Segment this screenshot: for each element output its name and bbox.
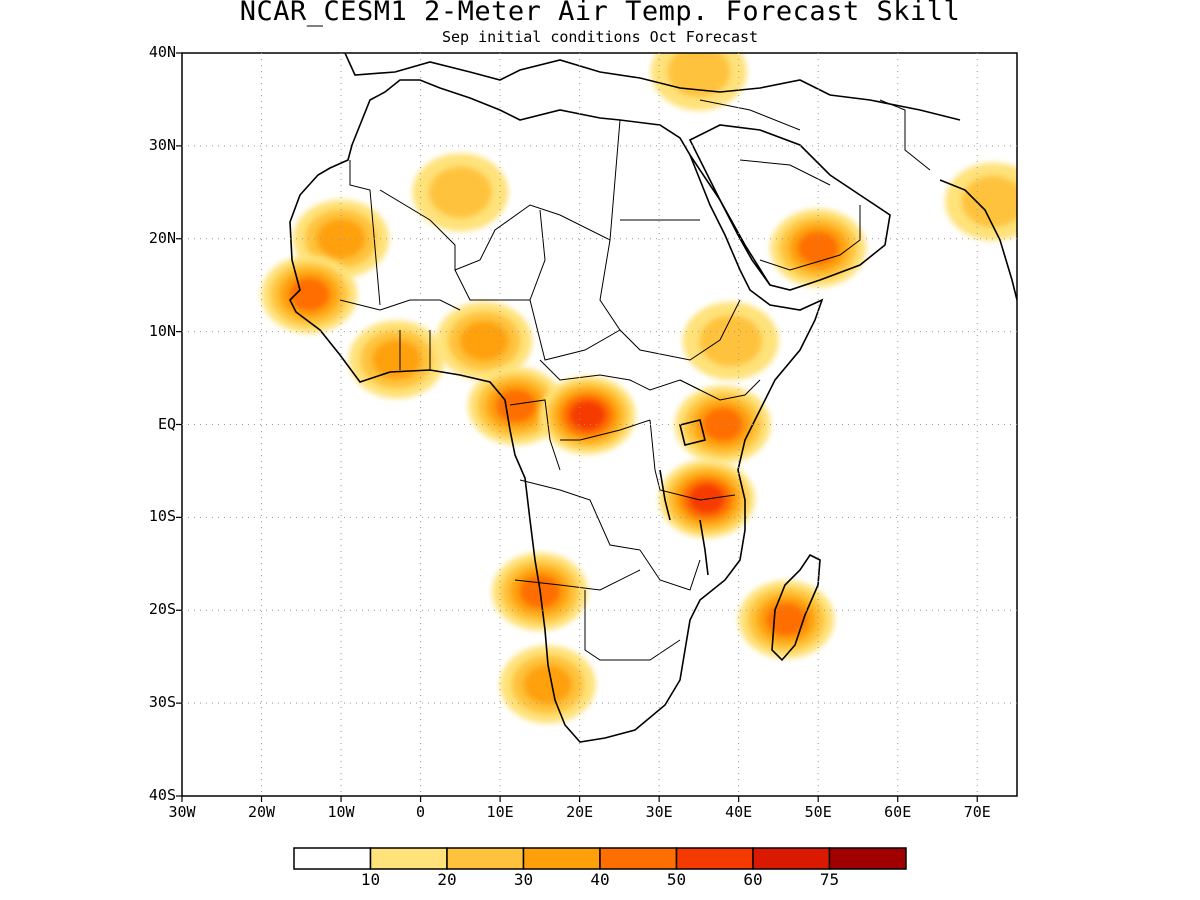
axis-ticks bbox=[176, 52, 978, 802]
colorbar-box bbox=[752, 847, 831, 870]
lon-label: 30W bbox=[168, 803, 196, 821]
skill-region-gulf-of-guinea-coast bbox=[372, 339, 421, 380]
lat-label: 10N bbox=[148, 321, 176, 340]
colorbar-box bbox=[446, 847, 525, 870]
lon-label: 20E bbox=[566, 803, 594, 821]
colorbar-label: 20 bbox=[437, 870, 457, 889]
skill-region-nigeria bbox=[460, 321, 509, 361]
skill-shading-layer bbox=[261, 53, 1017, 724]
lake-malawi bbox=[699, 519, 709, 576]
lat-label: 20N bbox=[148, 228, 176, 247]
india-coastline bbox=[939, 179, 1017, 301]
lat-label: 30S bbox=[148, 693, 176, 712]
europe-coastline bbox=[344, 53, 961, 121]
skill-region-madagascar bbox=[766, 603, 807, 636]
arabian-peninsula-coastline bbox=[688, 124, 891, 291]
skill-region-mauritania-mali bbox=[317, 219, 366, 259]
lon-label: 30E bbox=[645, 803, 673, 821]
colorbar-label: 60 bbox=[743, 870, 763, 889]
colorbar-label: 30 bbox=[513, 870, 534, 889]
skill-region-mediterranean-turkey bbox=[667, 53, 731, 97]
colorbar-box bbox=[599, 847, 678, 870]
madagascar-coastline bbox=[771, 553, 821, 662]
lat-label: 10S bbox=[148, 507, 176, 526]
colorbar-box bbox=[828, 847, 907, 870]
colorbar-box bbox=[369, 847, 448, 870]
lake-tanganyika bbox=[659, 469, 671, 521]
lon-label: 0 bbox=[416, 803, 426, 821]
colorbar-label: 40 bbox=[590, 870, 610, 889]
lat-label: 40N bbox=[148, 43, 176, 61]
colorbar-box bbox=[522, 847, 601, 870]
lon-label: 10W bbox=[327, 803, 355, 821]
skill-region-arabian-peninsula-south bbox=[798, 231, 839, 265]
lat-label: 20S bbox=[148, 600, 176, 619]
skill-region-ethiopia bbox=[699, 315, 762, 367]
lat-label: 40S bbox=[148, 786, 176, 804]
chart-title: NCAR_CESM1 2-Meter Air Temp. Forecast Sk… bbox=[239, 0, 961, 27]
red-sea bbox=[689, 154, 771, 286]
skill-region-central-africa bbox=[570, 400, 606, 430]
lon-label: 60E bbox=[884, 803, 912, 821]
lon-label: 20W bbox=[247, 803, 276, 821]
skill-region-india-west bbox=[961, 176, 1017, 227]
skill-region-south-africa-west bbox=[523, 664, 572, 705]
colorbar-label: 50 bbox=[666, 870, 687, 889]
lon-label: 70E bbox=[963, 803, 991, 821]
lat-label: 30N bbox=[148, 135, 176, 154]
colorbar-box bbox=[293, 847, 372, 870]
lake-victoria bbox=[679, 419, 706, 446]
lat-label: EQ bbox=[157, 414, 176, 433]
colorbar bbox=[293, 847, 907, 870]
chart-subtitle: Sep initial conditions Oct Forecast bbox=[441, 28, 759, 46]
lon-label: 10E bbox=[486, 803, 514, 821]
country-borders-layer bbox=[339, 99, 931, 661]
lon-label: 50E bbox=[804, 803, 832, 821]
colorbar-box bbox=[675, 847, 754, 870]
colorbar-label: 75 bbox=[819, 870, 840, 889]
skill-region-cameroon-gabon bbox=[496, 389, 536, 423]
colorbar-label: 10 bbox=[360, 870, 381, 889]
skill-region-algeria bbox=[429, 166, 492, 218]
lon-label: 40E bbox=[725, 803, 753, 821]
